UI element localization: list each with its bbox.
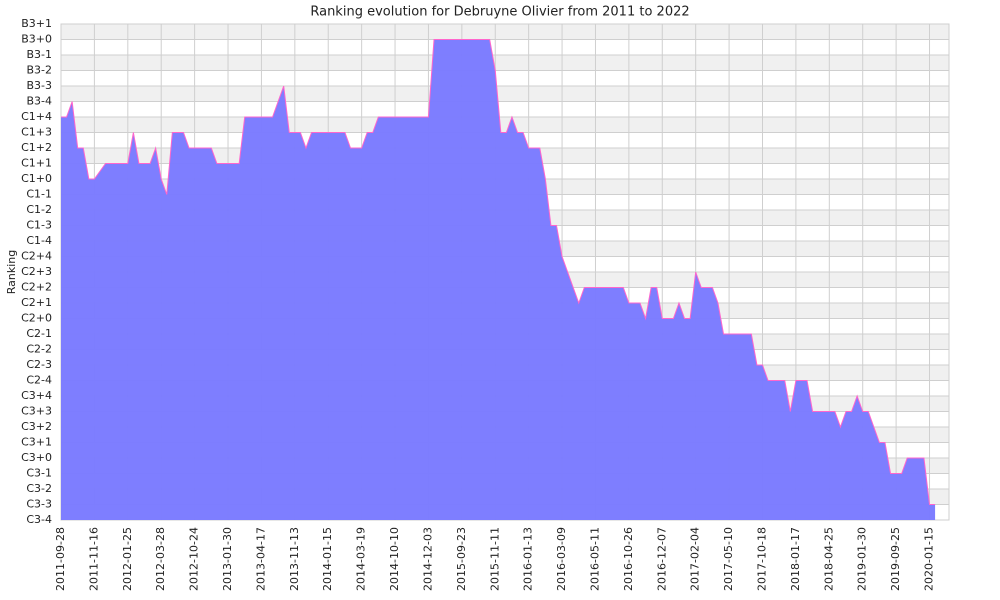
x-tick-label: 2019-09-25 [889,527,902,591]
band [61,55,949,71]
y-tick-label: B3-2 [26,64,52,77]
y-tick-label: C1-4 [26,234,52,247]
y-tick-label: C1-3 [26,219,52,232]
y-tick-label: C2-2 [26,343,52,356]
y-tick-label: C3+4 [21,389,52,402]
x-tick-label: 2012-03-28 [154,527,167,591]
x-tick-label: 2019-01-30 [856,527,869,591]
x-tick-label: 2013-11-13 [288,527,301,591]
area [61,39,936,520]
y-tick-label: B3-1 [26,48,52,61]
band [61,70,949,86]
y-tick-label: C2+2 [21,281,52,294]
y-tick-label: C2-3 [26,358,52,371]
y-tick-label: B3+0 [21,33,52,46]
y-tick-label: C3-4 [26,513,52,526]
x-tick-label: 2015-09-23 [455,527,468,591]
y-tick-label: C3+2 [21,420,52,433]
x-tick-label: 2012-01-25 [121,527,134,591]
chart-title: Ranking evolution for Debruyne Olivier f… [310,5,689,20]
y-tick-label: C3+3 [21,405,52,418]
x-tick-label: 2017-02-04 [689,527,702,591]
y-tick-label: C2+3 [21,265,52,278]
y-tick-label: C1+3 [21,126,52,139]
x-tick-label: 2016-05-11 [588,527,601,591]
y-axis-label: Ranking [5,250,18,295]
y-tick-label: C3-1 [26,467,52,480]
y-tick-label: C1+0 [21,172,52,185]
y-tick-label: C3-2 [26,482,52,495]
x-tick-label: 2016-12-07 [655,527,668,591]
line [61,39,936,505]
x-tick-label: 2014-10-10 [388,527,401,591]
x-tick-label: 2013-04-17 [254,527,267,591]
y-tick-label: C1+4 [21,110,52,123]
x-tick-label: 2011-09-28 [54,527,67,591]
y-tick-label: C1-2 [26,203,52,216]
x-tick-label: 2016-03-09 [555,527,568,591]
y-tick-label: C3+0 [21,451,52,464]
y-tick-label: C2-4 [26,374,52,387]
y-tick-label: C3-3 [26,498,52,511]
y-tick-label: C2+1 [21,296,52,309]
x-tick-label: 2012-10-24 [188,527,201,591]
x-tick-label: 2018-04-25 [822,527,835,591]
y-tick-label: B3-4 [26,95,52,108]
x-tick-label: 2017-10-18 [755,527,768,591]
x-tick-label: 2011-11-16 [87,527,100,591]
x-tick-label: 2014-03-19 [355,527,368,591]
x-tick-label: 2014-12-03 [421,527,434,591]
y-tick-label: C1+1 [21,157,52,170]
y-tick-label: C3+1 [21,436,52,449]
y-tick-label: C1-1 [26,188,52,201]
x-tick-label: 2015-11-11 [488,527,501,591]
x-tick-label: 2016-10-26 [622,527,635,591]
x-tick-label: 2017-05-10 [722,527,735,591]
x-tick-label: 2014-01-15 [321,527,334,591]
y-tick-label: C2+0 [21,312,52,325]
x-tick-label: 2020-01-15 [923,527,936,591]
y-tick-label: C2-1 [26,327,52,340]
y-tick-label: B3+1 [21,17,52,30]
x-tick-label: 2016-01-13 [522,527,535,591]
x-tick-label: 2013-01-30 [221,527,234,591]
y-tick-label: B3-3 [26,79,52,92]
y-tick-label: C1+2 [21,141,52,154]
x-tick-label: 2018-01-17 [789,527,802,591]
band [61,39,949,55]
y-tick-label: C2+4 [21,250,52,263]
band [61,24,949,40]
